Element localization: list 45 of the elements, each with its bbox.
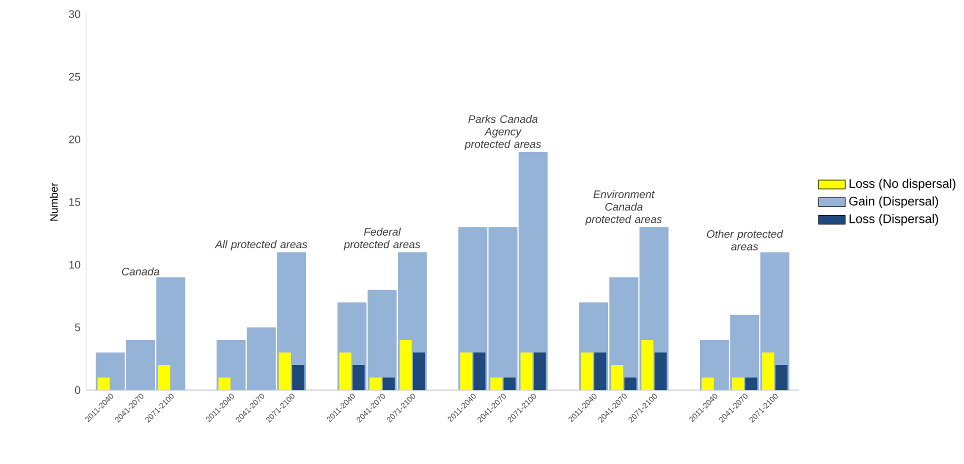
bar xyxy=(400,340,412,390)
annotation: Federal protected areas xyxy=(344,228,420,250)
y-tick-label: 5 xyxy=(75,324,80,332)
y-tick-label: 20 xyxy=(69,136,80,144)
annotation: Parks Canada Agency protected areas xyxy=(464,115,542,150)
bar xyxy=(594,352,606,390)
bar xyxy=(580,352,593,390)
bar xyxy=(745,378,758,390)
bar xyxy=(641,340,654,390)
bar xyxy=(158,365,170,390)
bar xyxy=(352,365,365,390)
y-axis-title: Number xyxy=(50,183,58,221)
bar xyxy=(654,352,667,390)
bar xyxy=(490,378,502,390)
bar xyxy=(504,378,516,390)
bar xyxy=(339,352,352,390)
y-tick-label: 0 xyxy=(74,386,80,394)
bar xyxy=(702,378,714,390)
bar xyxy=(218,378,231,390)
bar xyxy=(292,365,304,390)
bar xyxy=(460,352,472,390)
bar xyxy=(775,365,788,390)
annotation: All protected areas xyxy=(214,240,308,250)
bar xyxy=(520,352,533,390)
annotation: Other protected areas xyxy=(706,230,784,250)
y-tick-label: 25 xyxy=(69,73,80,81)
bar xyxy=(412,352,426,390)
legend-label: Gain (Dispersal) xyxy=(849,196,938,208)
bar xyxy=(278,352,291,390)
bar xyxy=(732,378,744,390)
bar xyxy=(382,378,395,390)
y-tick-label: 15 xyxy=(69,198,80,206)
bar xyxy=(762,352,774,390)
bar xyxy=(611,365,624,390)
bar xyxy=(98,378,110,390)
legend-label: Loss (No dispersal) xyxy=(850,178,956,191)
y-tick-label: 10 xyxy=(69,261,80,269)
legend-label: Loss (Dispersal) xyxy=(850,214,938,226)
bar xyxy=(473,352,486,390)
bar xyxy=(369,378,382,390)
annotation: Environment Canada protected areas xyxy=(585,190,662,226)
annotation: Canada xyxy=(122,268,160,276)
y-tick-label: 30 xyxy=(68,10,80,18)
bar xyxy=(624,378,636,390)
bar xyxy=(534,352,546,390)
